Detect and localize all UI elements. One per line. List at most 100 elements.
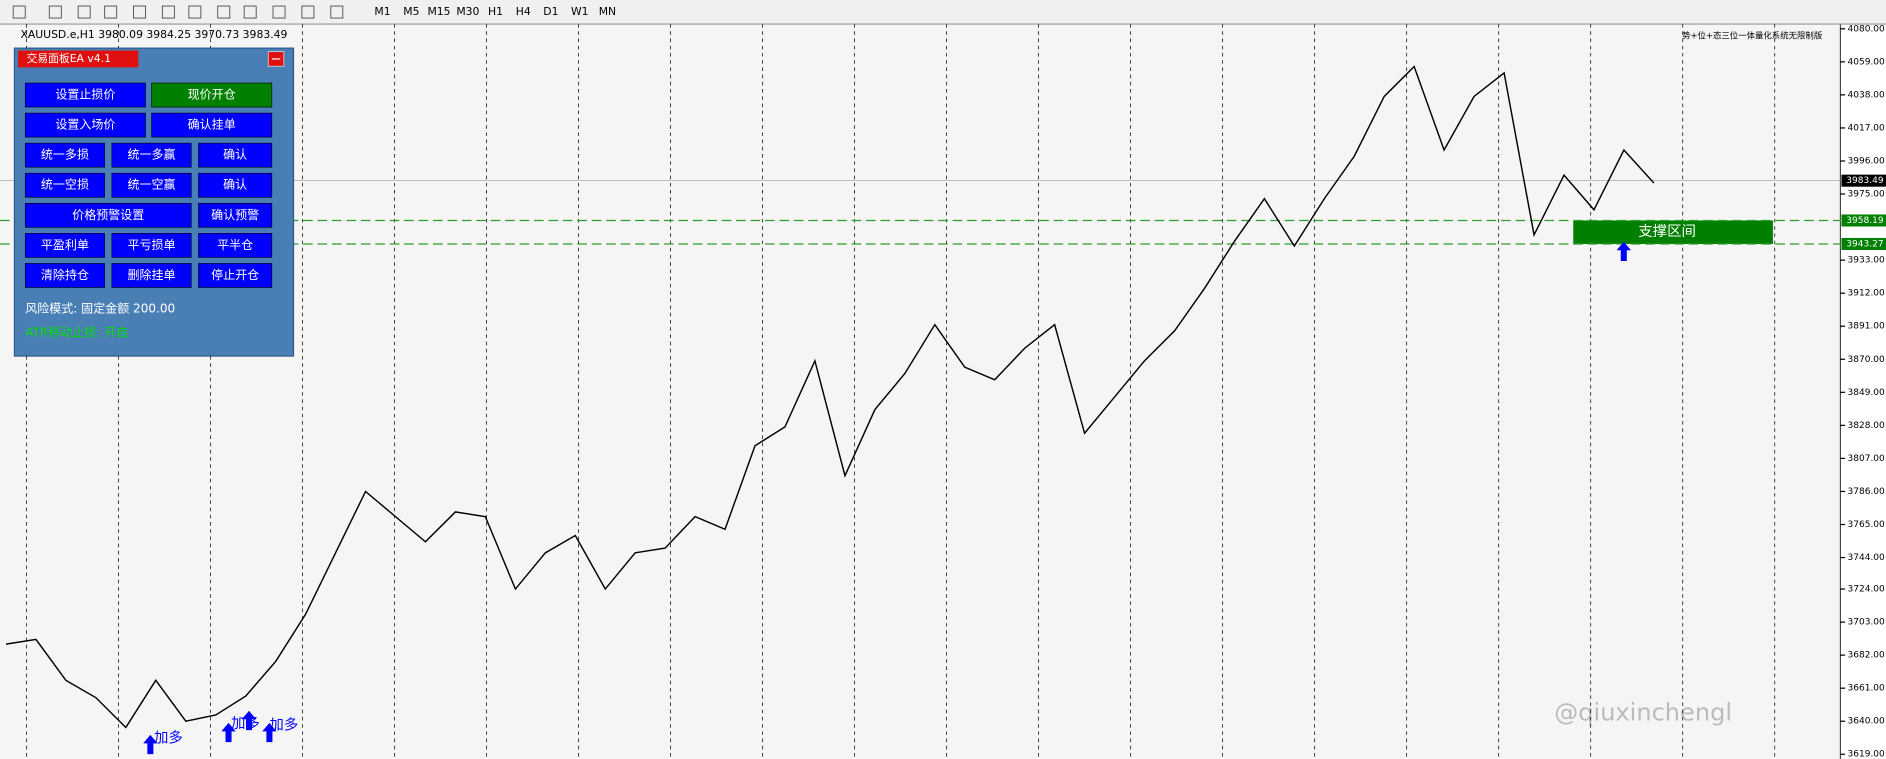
panel-button-label[interactable]: 现价开仓: [188, 88, 236, 102]
panel-button[interactable]: [198, 172, 273, 198]
tool-icon[interactable]: [243, 5, 257, 19]
watermark: @qiuxinchengl: [1554, 698, 1732, 726]
panel-button-label[interactable]: 平盈利单: [41, 238, 89, 252]
panel-button-label[interactable]: 确认预警: [211, 207, 259, 222]
panel-button[interactable]: [111, 263, 192, 288]
panel-button-label[interactable]: 删除挂单: [128, 267, 176, 282]
timeframe[interactable]: M15: [427, 5, 450, 18]
panel-button-label[interactable]: 价格预警设置: [72, 207, 144, 222]
tool-icon[interactable]: [77, 5, 91, 19]
panel-button-label[interactable]: 清除持仓: [41, 267, 89, 282]
y-tick-label: 3744.00: [1848, 553, 1886, 563]
timeframe[interactable]: M5: [403, 5, 419, 18]
y-tick-label: 3891.00: [1848, 322, 1886, 332]
price-axis: [1840, 24, 1886, 759]
panel-button[interactable]: [24, 233, 105, 258]
tool-icon[interactable]: [301, 5, 315, 19]
panel-button-label[interactable]: 设置止损价: [55, 88, 115, 102]
panel-title: 交易面板EA v4.1: [26, 51, 111, 65]
panel-button[interactable]: [111, 142, 192, 168]
y-tick-label: 4059.00: [1848, 57, 1886, 67]
tool-icon[interactable]: [48, 5, 62, 19]
tool-icon[interactable]: [104, 5, 118, 19]
price-tag: [1841, 237, 1886, 250]
add-long-label: 加多: [154, 730, 183, 747]
panel-button-label[interactable]: 平半仓: [217, 238, 253, 252]
panel-button[interactable]: [111, 172, 192, 198]
panel-button-label[interactable]: 平亏损单: [128, 238, 176, 252]
panel-button[interactable]: [198, 202, 273, 228]
price-tag-label: 3958.19: [1846, 216, 1884, 226]
panel-button[interactable]: [111, 233, 192, 258]
y-tick-label: 3975.00: [1848, 190, 1886, 200]
y-tick-label: 3640.00: [1848, 717, 1886, 727]
atr-stop: ATR移动止损: 开启: [25, 326, 128, 340]
price-tag: [1841, 214, 1886, 227]
y-tick-label: 3786.00: [1848, 487, 1886, 497]
panel-button-label[interactable]: 停止开仓: [211, 267, 259, 282]
y-tick-label: 4080.00: [1848, 24, 1886, 34]
panel-button[interactable]: [24, 142, 105, 168]
support-zone: [1573, 220, 1773, 244]
tool-icon[interactable]: [12, 5, 26, 19]
y-tick-label: 3765.00: [1848, 520, 1886, 530]
risk-mode: 风险模式: 固定金额 200.00: [25, 301, 175, 316]
add-long-label: 加多: [269, 716, 298, 733]
panel-button-label[interactable]: 统一空损: [41, 178, 89, 192]
panel-button[interactable]: [24, 112, 146, 138]
timeframe[interactable]: M30: [456, 5, 479, 18]
timeframe[interactable]: D1: [543, 5, 558, 18]
y-tick-label: 3912.00: [1848, 289, 1886, 299]
timeframe[interactable]: H1: [488, 5, 503, 18]
panel-button[interactable]: [151, 82, 273, 108]
panel-button-label[interactable]: 确认: [223, 178, 247, 192]
y-tick-label: 3703.00: [1848, 618, 1886, 628]
panel-button-label[interactable]: 统一空赢: [128, 177, 176, 192]
add-long-label: 加多: [231, 715, 260, 732]
tool-icon[interactable]: [272, 5, 286, 19]
corner-note: 势+位+态三位一体量化系统无限制版: [1682, 31, 1823, 41]
tool-icon[interactable]: [330, 5, 344, 19]
tool-icon[interactable]: [161, 5, 175, 19]
tool-icon[interactable]: [188, 5, 202, 19]
timeframe[interactable]: M1: [374, 5, 390, 18]
buy-arrow: [262, 722, 277, 743]
timeframe[interactable]: H4: [516, 5, 531, 18]
tool-icon[interactable]: [133, 5, 147, 19]
price-line: [5, 65, 1655, 729]
y-tick-label: 3996.00: [1848, 156, 1886, 166]
y-tick-label: 3807.00: [1848, 454, 1886, 464]
panel-button[interactable]: [24, 202, 192, 228]
panel-button-label[interactable]: 设置入场价: [55, 118, 115, 132]
panel-button[interactable]: [198, 233, 273, 258]
symbol-info: XAUUSD.e,H1 3980.09 3984.25 3970.73 3983…: [20, 28, 287, 41]
price-tag: [1841, 174, 1886, 187]
panel-button-label[interactable]: 统一多赢: [128, 147, 176, 162]
panel-button[interactable]: [24, 172, 105, 198]
y-tick-label: 3870.00: [1848, 355, 1886, 365]
panel-button[interactable]: [198, 142, 273, 168]
timeframe[interactable]: W1: [571, 5, 589, 18]
panel-button-label[interactable]: 确认挂单: [188, 118, 236, 132]
buy-arrow: [241, 710, 257, 731]
y-tick-label: 4017.00: [1848, 123, 1886, 133]
panel-button[interactable]: [151, 112, 273, 138]
support-label: 支撑区间: [1638, 223, 1696, 240]
buy-arrow: [221, 722, 236, 743]
y-tick-label: 3849.00: [1848, 388, 1886, 398]
panel-button[interactable]: [198, 263, 273, 288]
y-tick-label: 4038.00: [1848, 90, 1886, 100]
panel-button[interactable]: [24, 82, 146, 108]
y-tick-label: 3933.00: [1848, 256, 1886, 266]
panel-button-label[interactable]: 统一多损: [41, 148, 89, 162]
buy-arrow: [143, 734, 158, 755]
panel-button[interactable]: [24, 263, 105, 288]
y-tick-label: 3661.00: [1848, 684, 1886, 694]
panel-button-label[interactable]: 确认: [223, 148, 247, 162]
y-tick-label: 3619.00: [1848, 750, 1886, 759]
chart-area: [0, 24, 1841, 759]
tool-icon[interactable]: [217, 5, 231, 19]
timeframe[interactable]: MN: [599, 5, 616, 18]
current-price-label: 3983.49: [1846, 176, 1884, 186]
